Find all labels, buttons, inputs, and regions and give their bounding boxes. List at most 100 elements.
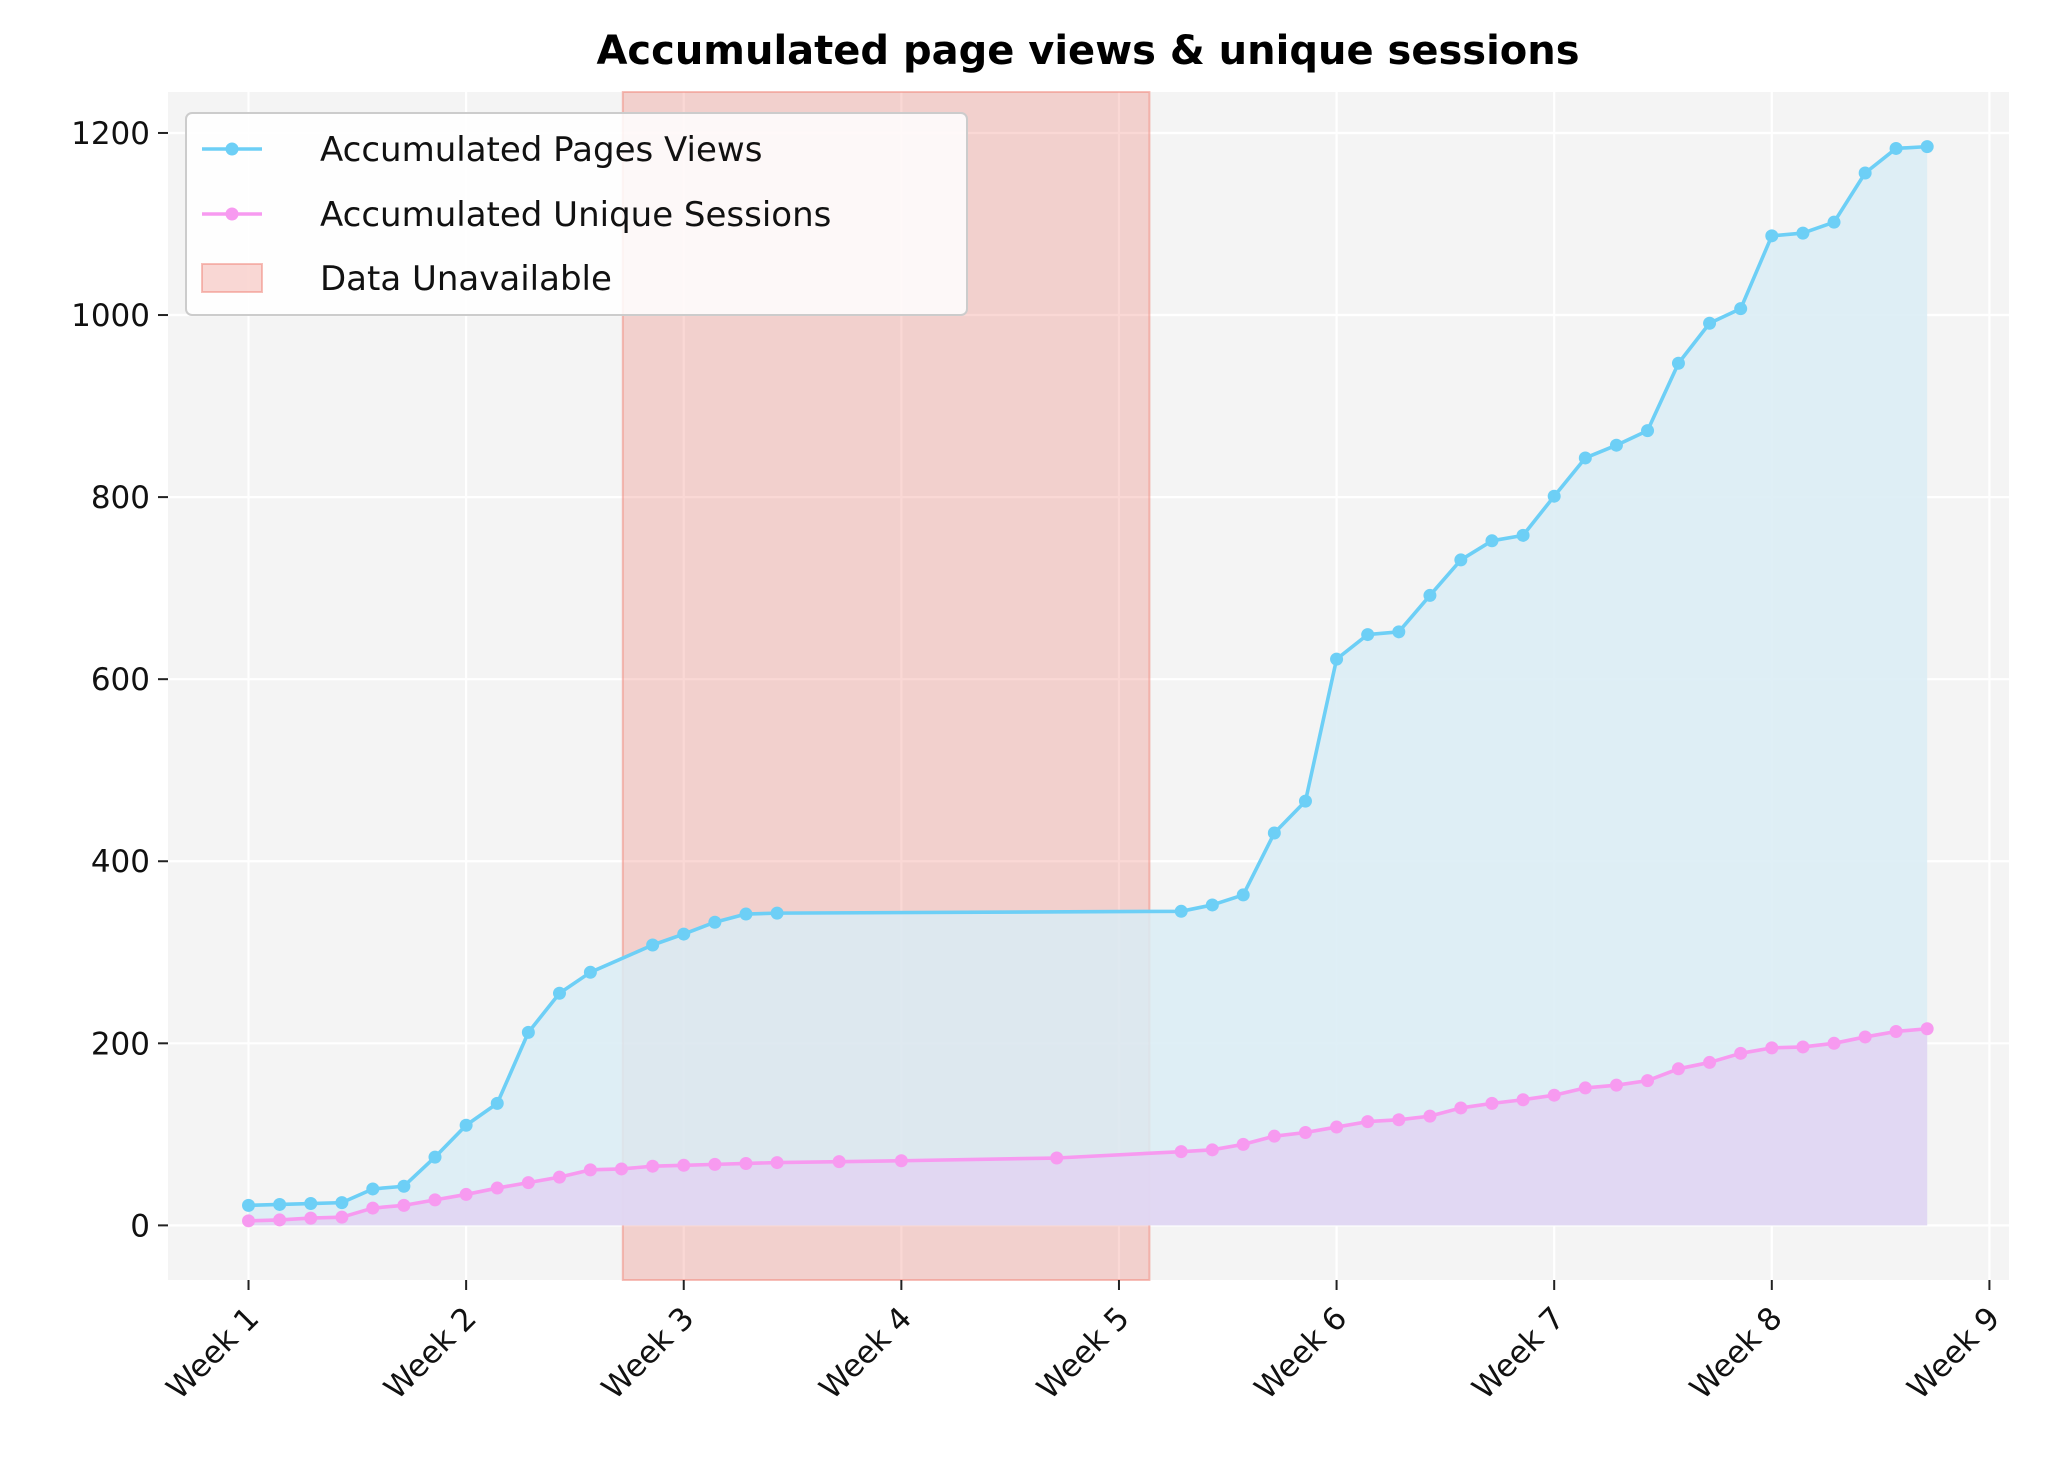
legend-marker-1: [225, 142, 239, 156]
series-2-point: [1858, 1030, 1872, 1044]
series-1-point: [1734, 302, 1748, 316]
series-1-point: [1765, 229, 1779, 243]
series-2-point: [459, 1187, 473, 1201]
series-2-point: [1236, 1137, 1250, 1151]
series-2-point: [646, 1159, 660, 1173]
y-tick-label: 200: [91, 1026, 150, 1062]
series-2-point: [1174, 1145, 1188, 1159]
legend-label-2: Accumulated Unique Sessions: [320, 195, 831, 235]
series-1-point: [646, 938, 660, 952]
series-1-point: [1858, 166, 1872, 180]
series-2-point: [304, 1211, 318, 1225]
y-tick-label: 400: [91, 844, 150, 880]
series-2-point: [1920, 1022, 1934, 1036]
series-1-point: [1174, 904, 1188, 918]
x-tick-label: Week 7: [1465, 1300, 1571, 1406]
x-tick-label: Week 5: [1030, 1300, 1136, 1406]
series-2-point: [1361, 1115, 1375, 1129]
series-1-point: [1267, 826, 1281, 840]
series-1-area: [248, 146, 1928, 1226]
series-2-point: [894, 1154, 908, 1168]
series-2-point: [1703, 1055, 1717, 1069]
series-2-point: [1765, 1041, 1779, 1055]
series-1-point: [304, 1197, 318, 1211]
series-1-point: [708, 915, 722, 929]
series-1-point: [1641, 424, 1655, 438]
y-tick-label: 1200: [71, 116, 150, 152]
x-tick-label: Week 6: [1248, 1300, 1354, 1406]
series-2-point: [1547, 1088, 1561, 1102]
series-2-point: [1641, 1074, 1655, 1088]
series-1-point: [428, 1150, 442, 1164]
x-tick-label: Week 2: [377, 1300, 483, 1406]
legend-label-1: Accumulated Pages Views: [320, 130, 762, 170]
series-points: [242, 140, 1934, 1228]
series-2-point: [242, 1214, 256, 1228]
series-2-point: [1609, 1078, 1623, 1092]
series-2-point: [770, 1156, 784, 1170]
y-tick-label: 0: [130, 1208, 150, 1244]
series-1-point: [1671, 356, 1685, 370]
x-axis: Week 1 Week 2 Week 3 Week 4 Week 5 Week 6 Week…: [160, 1280, 2007, 1407]
series-1-point: [1298, 794, 1312, 808]
series-1-point: [1330, 652, 1344, 666]
area-fills: [248, 146, 1928, 1226]
legend-swatch-unavailable: [201, 263, 263, 293]
y-tick-label: 600: [91, 662, 150, 698]
series-1-point: [1423, 588, 1437, 602]
series-2-point: [1796, 1040, 1810, 1054]
series-2-point: [1889, 1024, 1903, 1038]
series-1-point: [739, 907, 753, 921]
series-1-point: [397, 1179, 411, 1193]
series-2-point: [708, 1157, 722, 1171]
series-2-point: [1485, 1096, 1499, 1110]
series-1-point: [1609, 438, 1623, 452]
series-1-point: [1796, 226, 1810, 240]
series-2-point: [490, 1181, 504, 1195]
series-2-point: [739, 1156, 753, 1170]
series-2-point: [1330, 1120, 1344, 1134]
series-1-point: [1236, 888, 1250, 902]
series-1-point: [1578, 451, 1592, 465]
legend-box: [185, 112, 968, 316]
series-1-point: [1920, 140, 1934, 154]
series-2-point: [1423, 1109, 1437, 1123]
series-2-point: [583, 1163, 597, 1177]
series-1-point: [521, 1025, 535, 1039]
series-1-point: [490, 1096, 504, 1110]
series-1-point: [1454, 553, 1468, 567]
series-2-point: [1671, 1062, 1685, 1076]
series-2-point: [366, 1201, 380, 1215]
x-tick-label: Week 9: [1901, 1300, 2007, 1406]
legend: Accumulated Pages Views Accumulated Uniqu…: [185, 112, 968, 316]
series-1-point: [459, 1118, 473, 1132]
series-2-point: [397, 1198, 411, 1212]
series-1-point: [583, 965, 597, 979]
series-1-point: [677, 927, 691, 941]
y-tick-label: 1000: [71, 298, 150, 334]
legend-label-unavailable: Data Unavailable: [320, 259, 612, 299]
series-2-point: [615, 1162, 629, 1176]
series-2-point: [1205, 1143, 1219, 1157]
series-2-point: [552, 1170, 566, 1184]
series-2-point: [677, 1158, 691, 1172]
x-tick-label: Week 4: [813, 1300, 919, 1406]
series-1-point: [770, 906, 784, 920]
series-2-point: [521, 1176, 535, 1190]
series-1-point: [366, 1182, 380, 1196]
y-tick-label: 800: [91, 480, 150, 516]
y-axis: 0 200 400 600 800 1000 1200: [71, 116, 168, 1244]
series-2-point: [1734, 1046, 1748, 1060]
series-2-point: [1267, 1129, 1281, 1143]
series-2-point: [832, 1155, 846, 1169]
series-1-point: [1889, 141, 1903, 155]
series-2-point: [1827, 1036, 1841, 1050]
series-2-point: [1050, 1151, 1064, 1165]
series-2-point: [1516, 1093, 1530, 1107]
x-tick-label: Week 1: [160, 1300, 266, 1406]
x-tick-label: Week 3: [595, 1300, 701, 1406]
series-2-point: [335, 1210, 349, 1224]
series-1-point: [1516, 528, 1530, 542]
series-1-point: [335, 1196, 349, 1210]
series-1-point: [1485, 534, 1499, 548]
